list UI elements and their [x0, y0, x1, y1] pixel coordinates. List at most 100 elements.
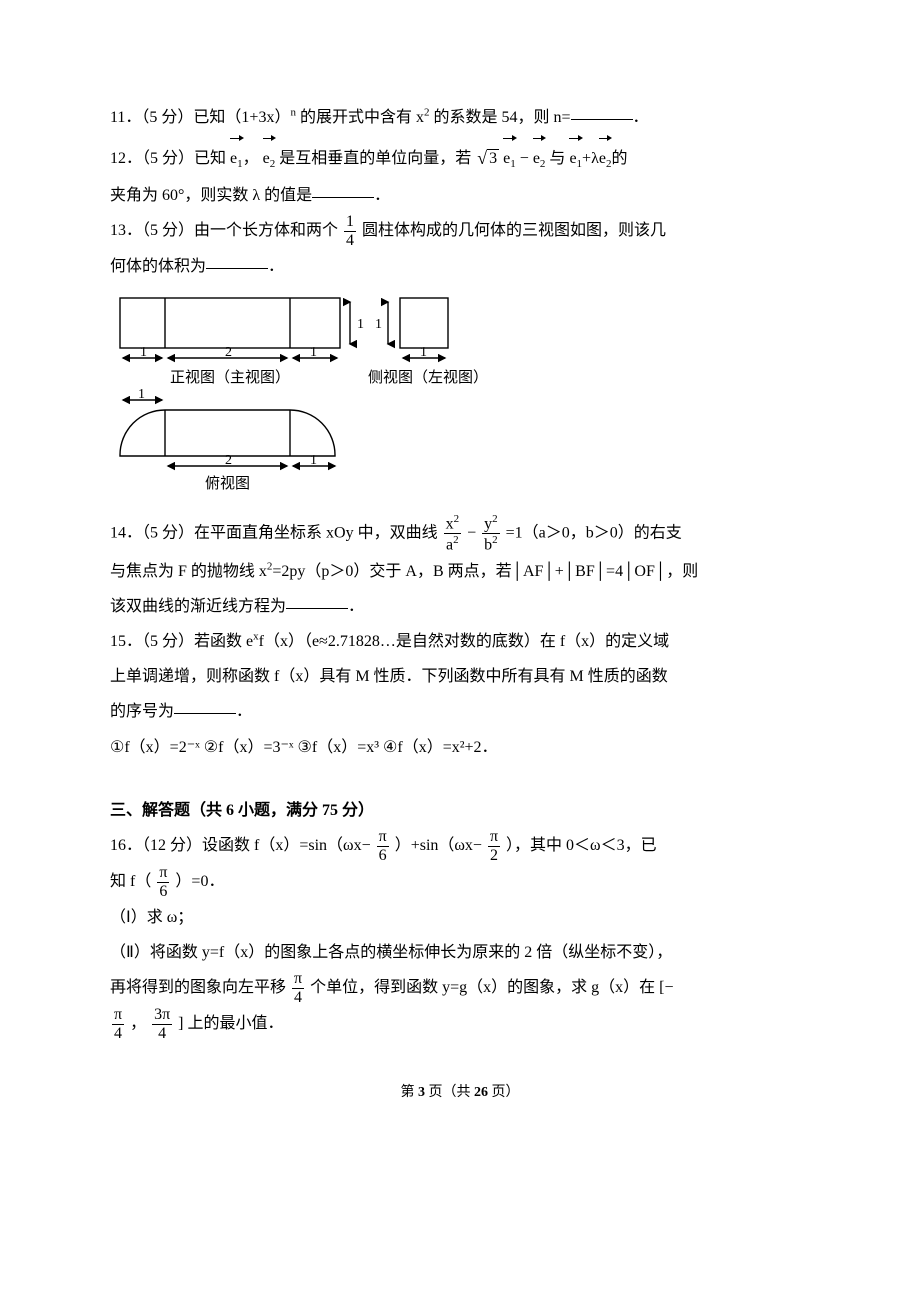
front-dim-h: 1 — [357, 317, 364, 332]
fraction-pi-6: π6 — [377, 829, 389, 864]
footer-total: 26 — [474, 1085, 488, 1100]
q12-tail: ． — [374, 187, 390, 204]
question-14-line3: 该双曲线的渐近线方程为 ． — [110, 589, 810, 624]
q11-label: 11．（5 分） — [110, 109, 193, 126]
q11-text-a: 已知（1+3x） — [193, 109, 290, 126]
q13-text-a: 由一个长方体和两个 — [194, 222, 338, 239]
q15-opts: ①f（x）=2⁻ˣ ②f（x）=3⁻ˣ ③f（x）=x³ ④f（x）=x²+2． — [110, 739, 498, 756]
q12-text-b: 是互相垂直的单位向量，若 — [279, 150, 471, 167]
question-11: 11．（5 分）已知（1+3x）n 的展开式中含有 x2 的系数是 54，则 n… — [110, 100, 810, 135]
side-view — [388, 298, 448, 358]
q14-l2b: =2py（p＞0）交于 A，B 两点，若│AF│+│BF│=4│OF│，则 — [272, 563, 698, 580]
q16-text-b: ）+sin（ωx− — [395, 837, 482, 854]
footer-b: 页（共 — [425, 1085, 474, 1100]
top-dim-1a: 1 — [138, 387, 145, 402]
vector-e2c-icon: e2 — [599, 135, 612, 176]
question-12: 12．（5 分）已知 e1， e2 是互相垂直的单位向量，若 3 e1 − e2… — [110, 135, 810, 178]
vector-e1c-icon: e1 — [569, 135, 582, 176]
fraction-y2-b2: y2 b2 — [482, 514, 500, 554]
q14-line3: 该双曲线的渐近线方程为 — [110, 598, 286, 615]
q13-label: 13．（5 分） — [110, 222, 194, 239]
q16-line2a: 知 f（ — [110, 873, 151, 890]
q11-tail: ． — [633, 109, 649, 126]
q16-text-a: 设函数 f（x）=sin（ωx− — [202, 837, 371, 854]
question-15: 15．（5 分）若函数 exf（x）（e≈2.71828…是自然对数的底数）在 … — [110, 624, 810, 659]
fraction-x2-a2: x2 a2 — [444, 514, 462, 554]
q16-p2c-b: ] 上的最小值． — [178, 1015, 283, 1032]
fraction-pi-4: π4 — [292, 971, 304, 1006]
q13-text-b: 圆柱体构成的几何体的三视图如图，则该几 — [362, 222, 666, 239]
vector-e2b-icon: e2 — [533, 135, 546, 176]
side-dim-h: 1 — [375, 317, 382, 332]
q16-label: 16．（12 分） — [110, 837, 202, 854]
q14-minus: − — [467, 524, 476, 541]
fraction-pi-6b: π6 — [157, 865, 169, 900]
q15-blank — [174, 697, 236, 714]
question-14-line2: 与焦点为 F 的抛物线 x2=2py（p＞0）交于 A，B 两点，若│AF│+│… — [110, 554, 810, 589]
question-16-line2: 知 f（ π6 ）=0． — [110, 864, 810, 900]
q15-label: 15．（5 分） — [110, 633, 194, 650]
q13-line2: 何体的体积为 — [110, 258, 206, 275]
section-3-title: 三、解答题（共 6 小题，满分 75 分） — [110, 793, 810, 828]
vector-e1b-icon: e1 — [503, 135, 516, 176]
top-dim-1b: 1 — [310, 453, 317, 468]
question-13: 13．（5 分）由一个长方体和两个 14 圆柱体构成的几何体的三视图如图，则该几 — [110, 213, 810, 249]
q15-text-a: 若函数 e — [194, 633, 253, 650]
three-view-diagram: 1 2 1 1 正视图（主视图） 1 1 侧视图（左视图） — [110, 290, 810, 510]
q15-text-b: f（x）（e≈2.71828…是自然对数的底数）在 f（x）的定义域 — [259, 633, 670, 650]
front-dim-2: 2 — [225, 345, 232, 360]
q16-p2b-b: 个单位，得到函数 y=g（x）的图象，求 g（x）在 [− — [310, 979, 673, 996]
q14-label: 14．（5 分） — [110, 524, 194, 541]
side-dim-w: 1 — [420, 345, 427, 360]
q14-text-a: 在平面直角坐标系 xOy 中，双曲线 — [194, 524, 438, 541]
top-caption: 俯视图 — [205, 475, 250, 492]
vector-e1-icon: e1 — [230, 135, 243, 176]
q11-blank — [571, 103, 633, 120]
q14-blank — [286, 592, 348, 609]
q15-line3: 的序号为 — [110, 703, 174, 720]
top-dim-2: 2 — [225, 453, 232, 468]
q16-text-c: ），其中 0＜ω＜3，已 — [506, 837, 657, 854]
question-15-line3: 的序号为 ． — [110, 694, 810, 729]
fraction-1-4: 14 — [344, 214, 356, 249]
question-14: 14．（5 分）在平面直角坐标系 xOy 中，双曲线 x2 a2 − y2 b2… — [110, 514, 810, 554]
q12-minus: − — [520, 150, 529, 167]
q14-line2: 与焦点为 F 的抛物线 x — [110, 563, 267, 580]
question-16-part1: （Ⅰ）求 ω； — [110, 900, 810, 935]
q16-line2b: ）=0． — [175, 873, 224, 890]
q12-label: 12．（5 分） — [110, 150, 194, 167]
q11-text-b: 的展开式中含有 x — [296, 109, 424, 126]
q12-line2: 夹角为 60°，则实数 λ 的值是 — [110, 187, 312, 204]
q13-tail: ． — [268, 258, 284, 275]
q12-text-a: 已知 — [194, 150, 226, 167]
q16-p2b-a: 再将得到的图象向左平移 — [110, 979, 286, 996]
side-caption: 侧视图（左视图） — [368, 369, 488, 386]
question-16-part2b: 再将得到的图象向左平移 π4 个单位，得到函数 y=g（x）的图象，求 g（x）… — [110, 970, 810, 1006]
q15-line2: 上单调递增，则称函数 f（x）具有 M 性质．下列函数中所有具有 M 性质的函数 — [110, 668, 668, 685]
footer-a: 第 — [401, 1085, 419, 1100]
q12-blank — [312, 181, 374, 198]
vector-e2-icon: e2 — [263, 135, 276, 176]
question-16: 16．（12 分）设函数 f（x）=sin（ωx− π6 ）+sin（ωx− π… — [110, 828, 810, 864]
sqrt-icon: 3 — [475, 138, 499, 178]
footer-page: 3 — [418, 1085, 425, 1100]
front-dim-1a: 1 — [140, 345, 147, 360]
question-13-line2: 何体的体积为 ． — [110, 249, 810, 284]
q12-text-c: 与 — [549, 150, 565, 167]
q14-tail: ． — [348, 598, 364, 615]
fraction-pi-2: π2 — [488, 829, 500, 864]
question-16-part2a: （Ⅱ）将函数 y=f（x）的图象上各点的横坐标伸长为原来的 2 倍（纵坐标不变）… — [110, 935, 810, 970]
fraction-pi-4b: π4 — [112, 1007, 124, 1042]
question-16-part2c: π4 ， 3π4 ] 上的最小值． — [110, 1006, 810, 1042]
q12-text-d: 的 — [611, 150, 627, 167]
front-caption: 正视图（主视图） — [170, 369, 290, 386]
q16-p2c-a: ， — [130, 1015, 146, 1032]
q12-plus: +λ — [582, 150, 599, 167]
footer-c: 页） — [488, 1085, 520, 1100]
q15-tail: ． — [236, 703, 252, 720]
fraction-3pi-4: 3π4 — [152, 1007, 172, 1042]
question-15-options: ①f（x）=2⁻ˣ ②f（x）=3⁻ˣ ③f（x）=x³ ④f（x）=x²+2． — [110, 730, 810, 765]
page-footer: 第 3 页（共 26 页） — [110, 1078, 810, 1109]
front-dim-1b: 1 — [310, 345, 317, 360]
q13-blank — [206, 252, 268, 269]
